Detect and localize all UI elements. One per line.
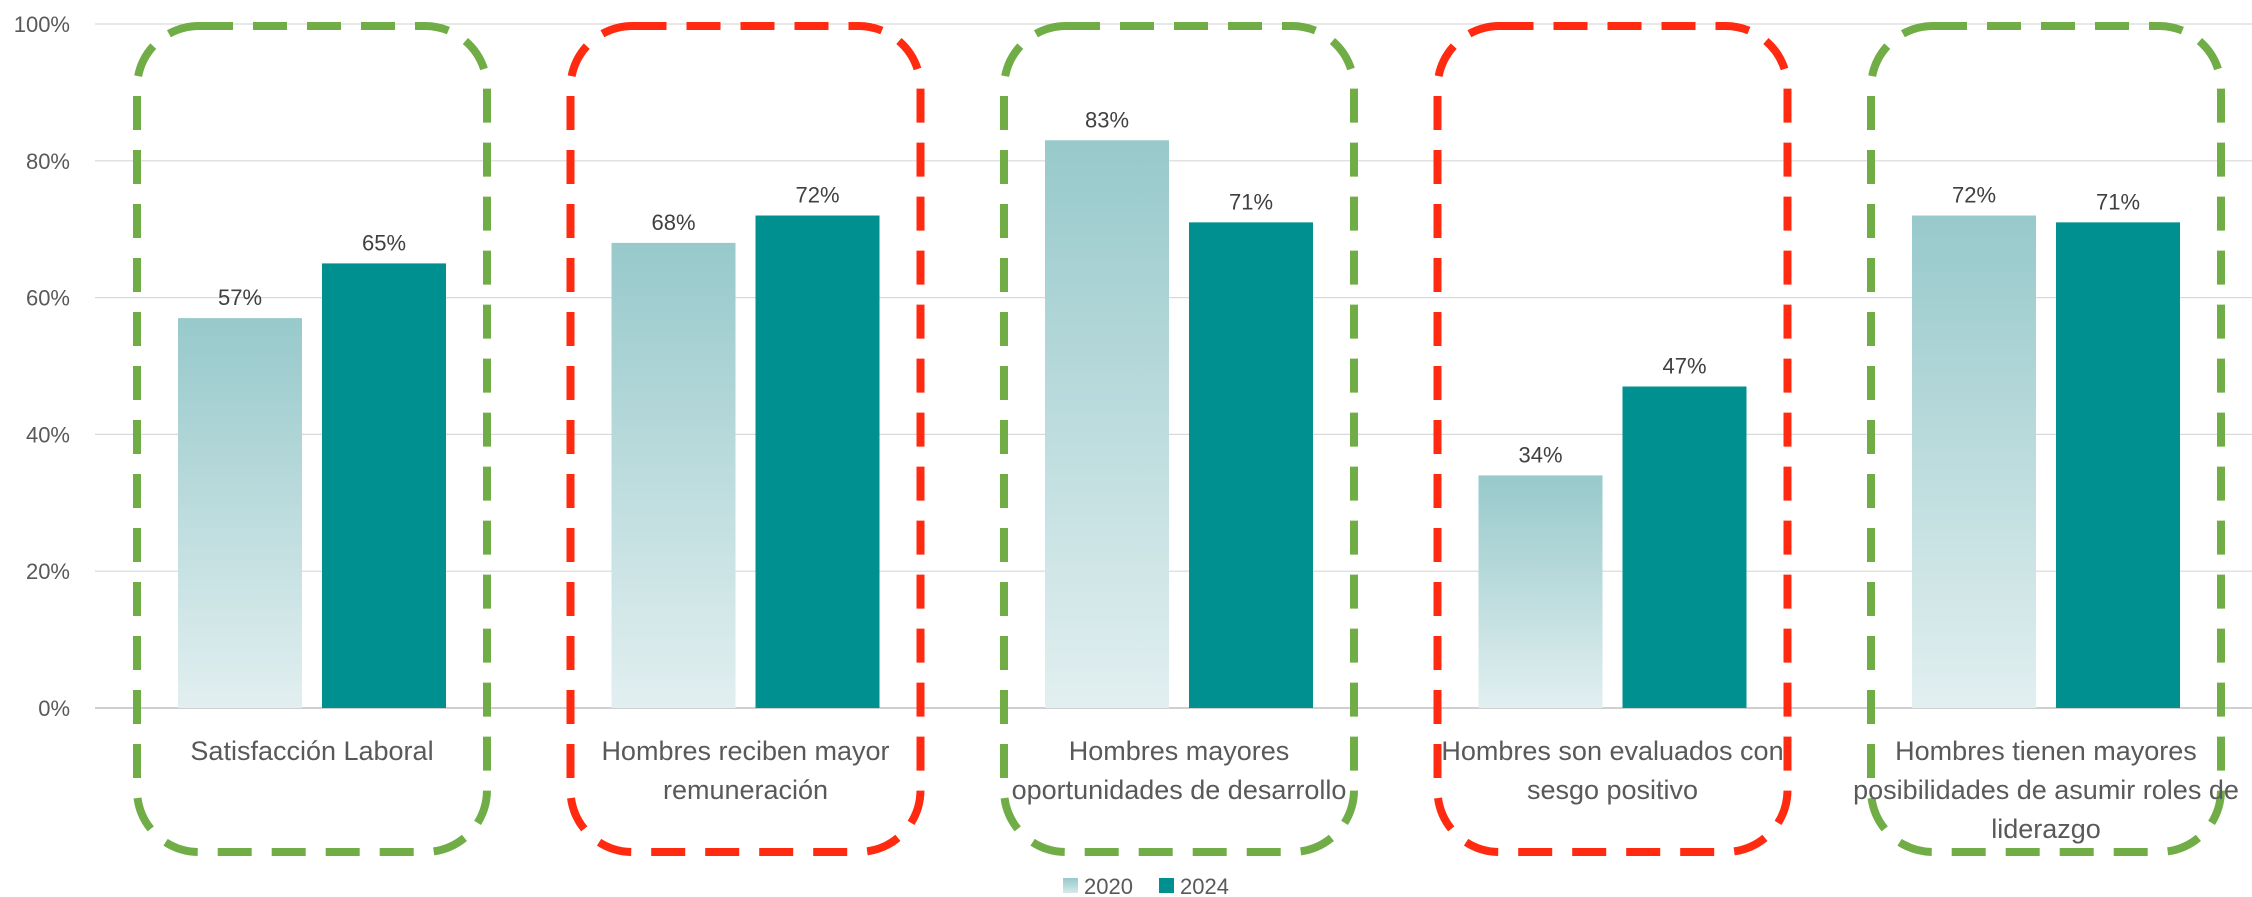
data-label: 68% <box>651 210 695 235</box>
bar-2024 <box>1622 386 1747 708</box>
y-tick-label: 100% <box>14 12 70 37</box>
data-label: 47% <box>1662 354 1706 379</box>
y-tick-label: 0% <box>38 696 70 721</box>
highlight-box <box>566 22 925 856</box>
legend-swatch <box>1063 878 1078 893</box>
data-label: 71% <box>2096 189 2140 214</box>
data-label: 65% <box>362 230 406 255</box>
legend-label: 2024 <box>1180 874 1229 897</box>
bar-2024 <box>2056 222 2180 709</box>
legend-swatch <box>1159 878 1174 893</box>
category-label: liderazgo <box>1991 814 2101 844</box>
bars <box>178 140 2180 709</box>
highlight-boxes <box>133 22 2225 856</box>
category-labels: Satisfacción Laboral Hombres reciben mayo… <box>190 736 2238 844</box>
y-tick-label: 40% <box>26 422 70 447</box>
category-label: Hombres reciben mayor <box>601 736 889 766</box>
data-label: 34% <box>1518 442 1562 467</box>
bar-2024 <box>755 215 880 708</box>
data-label: 71% <box>1229 189 1273 214</box>
category-label: remuneración <box>663 775 828 805</box>
category-label: Hombres tienen mayores <box>1895 736 2197 766</box>
legend-label: 2020 <box>1084 874 1133 897</box>
category-label: Satisfacción Laboral <box>190 736 433 766</box>
highlight-box <box>1433 22 1792 856</box>
bar-2020 <box>178 318 302 708</box>
y-tick-label: 60% <box>26 286 70 311</box>
highlight-box <box>1000 22 1358 856</box>
bar-2020 <box>1478 475 1603 708</box>
data-label: 72% <box>1952 183 1996 208</box>
highlight-box <box>133 22 491 856</box>
data-labels: 57% 68% 83% 34% 72% 65% 72% 71% 47% 71% <box>218 107 2140 467</box>
data-label: 83% <box>1085 107 1129 132</box>
category-label: posibilidades de asumir roles de <box>1853 775 2239 805</box>
category-label: sesgo positivo <box>1527 775 1698 805</box>
y-tick-label: 20% <box>26 559 70 584</box>
bar-2024 <box>322 263 446 708</box>
bar-2020 <box>1912 215 2036 708</box>
legend: 2020 2024 <box>1063 874 1229 897</box>
bar-2024 <box>1189 222 1313 709</box>
y-axis: 0% 20% 40% 60% 80% 100% <box>14 12 70 721</box>
category-label: Hombres son evaluados con <box>1441 736 1783 766</box>
highlight-box <box>1867 22 2225 856</box>
bar-2020 <box>1045 140 1169 708</box>
category-label: Hombres mayores <box>1069 736 1290 766</box>
data-label: 57% <box>218 285 262 310</box>
gridlines <box>95 23 2252 709</box>
category-label: oportunidades de desarrollo <box>1012 775 1347 805</box>
data-label: 72% <box>795 183 839 208</box>
y-tick-label: 80% <box>26 149 70 174</box>
bar-2020 <box>611 242 736 708</box>
